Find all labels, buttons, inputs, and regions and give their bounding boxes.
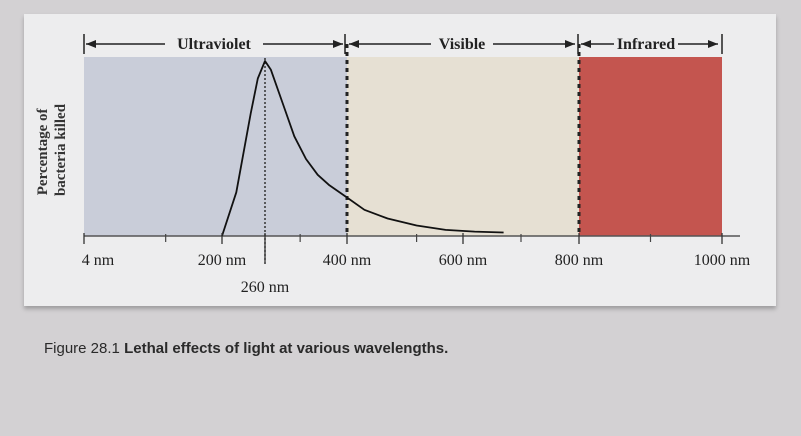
x-tick-label-600: 600 nm bbox=[439, 252, 488, 269]
y-axis-label-line2: bacteria killed bbox=[53, 103, 69, 196]
y-axis-label-line1: Percentage of bbox=[35, 107, 51, 195]
x-tick-label-1000: 1000 nm bbox=[694, 252, 751, 269]
arrowhead-infrared-left bbox=[581, 40, 591, 48]
y-axis-label: Percentage of bacteria killed bbox=[35, 103, 69, 196]
arrowhead-infrared-right bbox=[708, 40, 718, 48]
lethality-curve bbox=[221, 60, 504, 237]
x-tick-label-200: 200 nm bbox=[198, 252, 247, 269]
figure-caption: Figure 28.1 Lethal effects of light at v… bbox=[44, 340, 448, 357]
figure-number: Figure 28.1 bbox=[44, 340, 120, 357]
arrowhead-ultraviolet-left bbox=[86, 40, 96, 48]
region-label-visible: Visible bbox=[439, 36, 486, 53]
arrowhead-visible-left bbox=[349, 40, 359, 48]
arrowhead-visible-right bbox=[565, 40, 575, 48]
region-label-infrared: Infrared bbox=[617, 36, 675, 53]
region-label-ultraviolet: Ultraviolet bbox=[177, 36, 251, 53]
region-infrared bbox=[579, 57, 722, 236]
region-visible bbox=[347, 57, 579, 236]
x-tick-label-400: 400 nm bbox=[323, 252, 372, 269]
x-tick-label-260: 260 nm bbox=[241, 279, 290, 296]
region-ultraviolet bbox=[84, 57, 347, 236]
figure-caption-text: Lethal effects of light at various wavel… bbox=[124, 340, 449, 357]
x-tick-label-800: 800 nm bbox=[555, 252, 604, 269]
x-tick-label-4: 4 nm bbox=[82, 252, 115, 269]
arrowhead-ultraviolet-right bbox=[333, 40, 343, 48]
